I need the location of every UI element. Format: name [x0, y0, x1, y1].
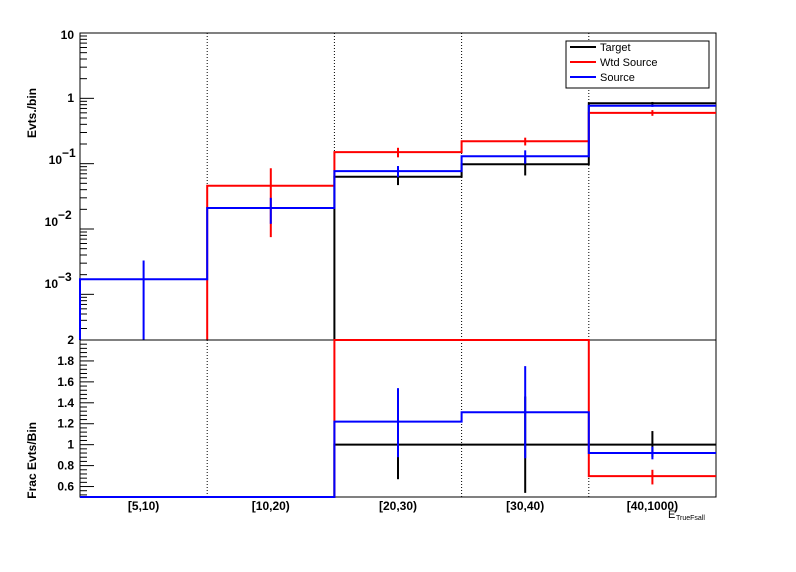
- bottom-ytick-label-3: 1.2: [57, 417, 74, 431]
- bottom-ytick-label-0: 0.6: [57, 480, 74, 494]
- legend-entry-wtd-source: Wtd Source: [600, 57, 657, 69]
- bottom-ytick-label-4: 1.4: [57, 396, 74, 410]
- ytick-0.001-exp: −3: [58, 270, 72, 284]
- ytick-0.01: 10: [45, 215, 59, 229]
- bottom-ytick-label-6: 1.8: [57, 354, 74, 368]
- bottom-ytick-label-1: 0.8: [57, 459, 74, 473]
- bottom-ytick-label-5: 1.6: [57, 375, 74, 389]
- top-y-axis-tick-labels: 10 1 10 −1 10 −2 10 −3: [45, 28, 76, 291]
- category-label-0: [5,10): [128, 499, 159, 513]
- bottom-ytick-label-2: 1: [67, 438, 74, 452]
- top-series-wtd-source-line: [206, 111, 716, 340]
- bottom-y-axis-ticks: [80, 339, 94, 496]
- legend: Target Wtd Source Source: [565, 40, 710, 89]
- category-label-4: [40,1000): [627, 499, 678, 513]
- bottom-y-axis-tick-labels: 0.6 0.8 1 1.2 1.4 1.6 1.8 2: [57, 333, 74, 494]
- ytick-0.1: 10: [49, 153, 63, 167]
- top-y-axis-label: Evts./bin: [25, 88, 39, 138]
- x-axis-label-sub: TrueFsall: [676, 515, 705, 522]
- ytick-1: 1: [67, 91, 74, 105]
- legend-entry-source: Source: [600, 72, 635, 84]
- x-axis-label: E TrueFsall: [668, 509, 705, 522]
- top-y-axis-ticks: [80, 32, 94, 341]
- category-label-3: [30,40): [506, 499, 544, 513]
- top-series-source-line: [79, 104, 716, 340]
- bottom-series-group: [80, 339, 716, 498]
- category-label-1: [10,20): [252, 499, 290, 513]
- x-axis-category-labels: [5,10) [10,20) [20,30) [30,40) [40,1000): [128, 499, 678, 513]
- top-series-group: [79, 101, 716, 340]
- category-label-2: [20,30): [379, 499, 417, 513]
- ytick-0.01-exp: −2: [58, 208, 72, 222]
- ytick-0.001: 10: [45, 277, 59, 291]
- legend-box: [565, 40, 710, 89]
- bottom-y-axis-label: Frac Evts/Bin: [25, 422, 39, 499]
- ytick-10: 10: [61, 28, 75, 42]
- ytick-0.1-exp: −1: [62, 146, 76, 160]
- bottom-series-source-line: [80, 411, 716, 498]
- legend-entry-target: Target: [600, 42, 631, 54]
- bottom-ytick-label-7: 2: [67, 333, 74, 347]
- x-axis-label-main: E: [668, 509, 675, 521]
